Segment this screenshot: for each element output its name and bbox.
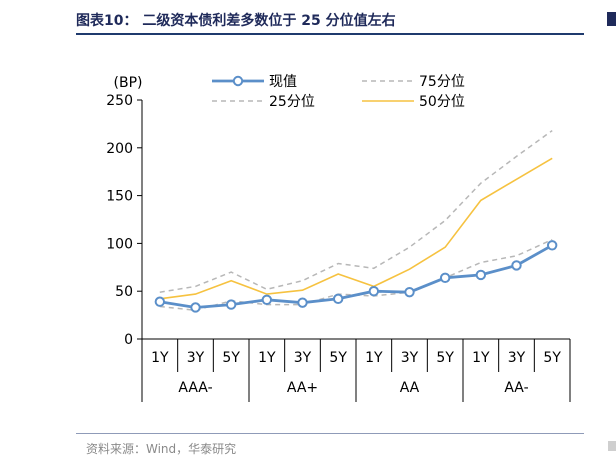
source-note: 资料来源：Wind，华泰研究 [86,442,237,456]
y-tick-label: 250 [106,93,133,109]
data-point-0 [404,286,415,298]
legend-label: 50分位 [419,94,465,110]
data-point-0 [439,272,451,284]
data-point-0 [225,299,237,310]
footer-rule [76,433,584,434]
x-tick-label: 3Y [187,350,205,366]
legend-label: 25分位 [269,94,315,110]
data-point-0 [475,269,487,281]
adjacent-panel-edge-bottom [608,441,616,451]
legend-marker [232,75,244,87]
data-point-0 [297,297,308,308]
y-tick-label: 100 [106,236,133,252]
y-tick-label: 50 [115,284,133,300]
series-line-1 [159,129,553,293]
series-line-2 [159,238,553,312]
y-tick-label: 200 [106,141,133,157]
y-tick-label: 0 [124,332,133,348]
data-point-0 [154,296,166,307]
x-tick-label: 1Y [151,350,169,366]
x-group-label: AA [400,380,420,396]
x-tick-label: 5Y [329,350,347,366]
x-group-label: AA+ [287,380,318,396]
series-line-3 [159,157,553,300]
x-tick-label: 1Y [258,350,276,366]
y-axis-label: (BP) [114,75,143,91]
legend-label: 75分位 [419,74,465,90]
x-tick-label: 5Y [436,350,454,366]
legend-label: 现值 [269,74,297,90]
series-line-0 [159,244,553,309]
x-group-label: AAA- [178,380,212,396]
adjacent-panel-edge [607,12,616,26]
data-point-0 [190,302,201,313]
x-tick-label: 3Y [401,350,419,366]
x-tick-label: 1Y [365,350,383,366]
title-rule [76,33,584,35]
x-tick-label: 5Y [543,350,561,366]
x-tick-label: 1Y [472,350,490,366]
figure-title: 图表10： 二级资本债利差多数位于 25 分位值左右 [76,13,396,29]
data-point-0 [261,294,273,306]
y-tick-label: 150 [106,189,133,205]
x-group-label: AA- [504,380,528,396]
x-tick-label: 3Y [294,350,312,366]
x-tick-label: 3Y [508,350,526,366]
data-point-0 [368,286,380,297]
data-point-0 [546,240,558,251]
data-point-0 [332,293,344,305]
x-tick-label: 5Y [222,350,240,366]
data-point-0 [511,260,522,271]
